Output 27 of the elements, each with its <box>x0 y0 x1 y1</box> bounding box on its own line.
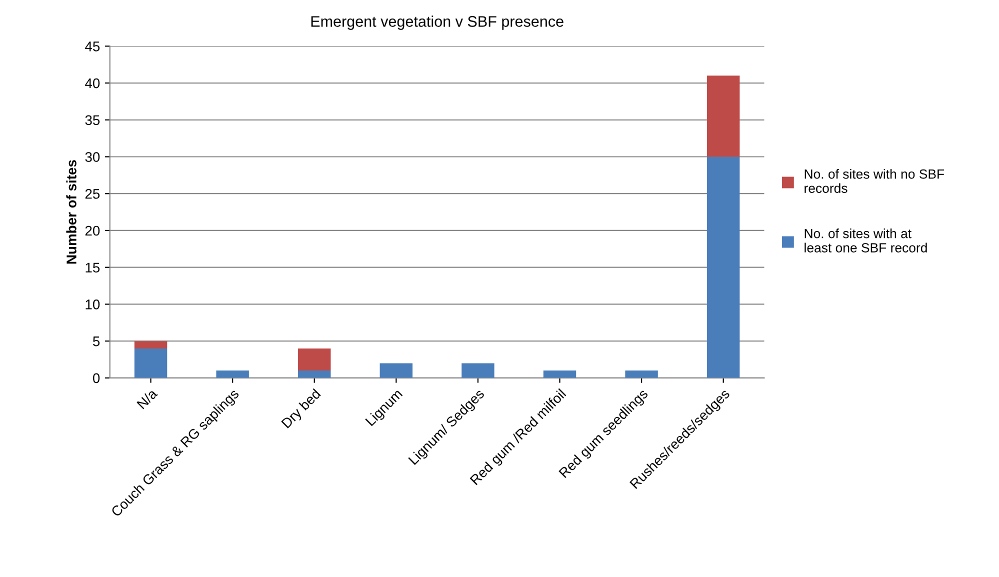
y-tick-label: 40 <box>85 78 100 88</box>
legend-label: No. of sites with at least one SBF record <box>804 228 927 252</box>
y-tick-label: 10 <box>86 300 100 310</box>
bar <box>706 156 740 378</box>
bar <box>543 370 576 378</box>
bar <box>134 348 168 378</box>
legend-label: No. of sites with no SBF records <box>804 169 944 193</box>
chart-title: Emergent vegetation v SBF presence <box>311 16 564 30</box>
y-tick-label: 5 <box>93 336 100 346</box>
y-tick-label: 30 <box>85 152 100 162</box>
bar <box>625 370 658 378</box>
y-axis-title: Number of sites <box>66 160 76 264</box>
bar <box>380 363 413 378</box>
y-tick-label: 20 <box>85 226 100 236</box>
y-tick-label: 35 <box>85 115 100 126</box>
bar <box>706 76 740 157</box>
bar <box>298 370 331 378</box>
y-tick-label: 0 <box>92 373 100 384</box>
y-tick-label: 25 <box>85 188 100 199</box>
y-tick-label: 15 <box>86 262 100 273</box>
bar <box>462 363 494 378</box>
bar <box>216 370 249 378</box>
x-tick-label: N/a <box>136 388 158 410</box>
y-tick-label: 45 <box>85 42 100 52</box>
bar <box>298 348 331 371</box>
bar <box>134 341 168 348</box>
x-tick-label: Dry bed <box>280 388 323 430</box>
